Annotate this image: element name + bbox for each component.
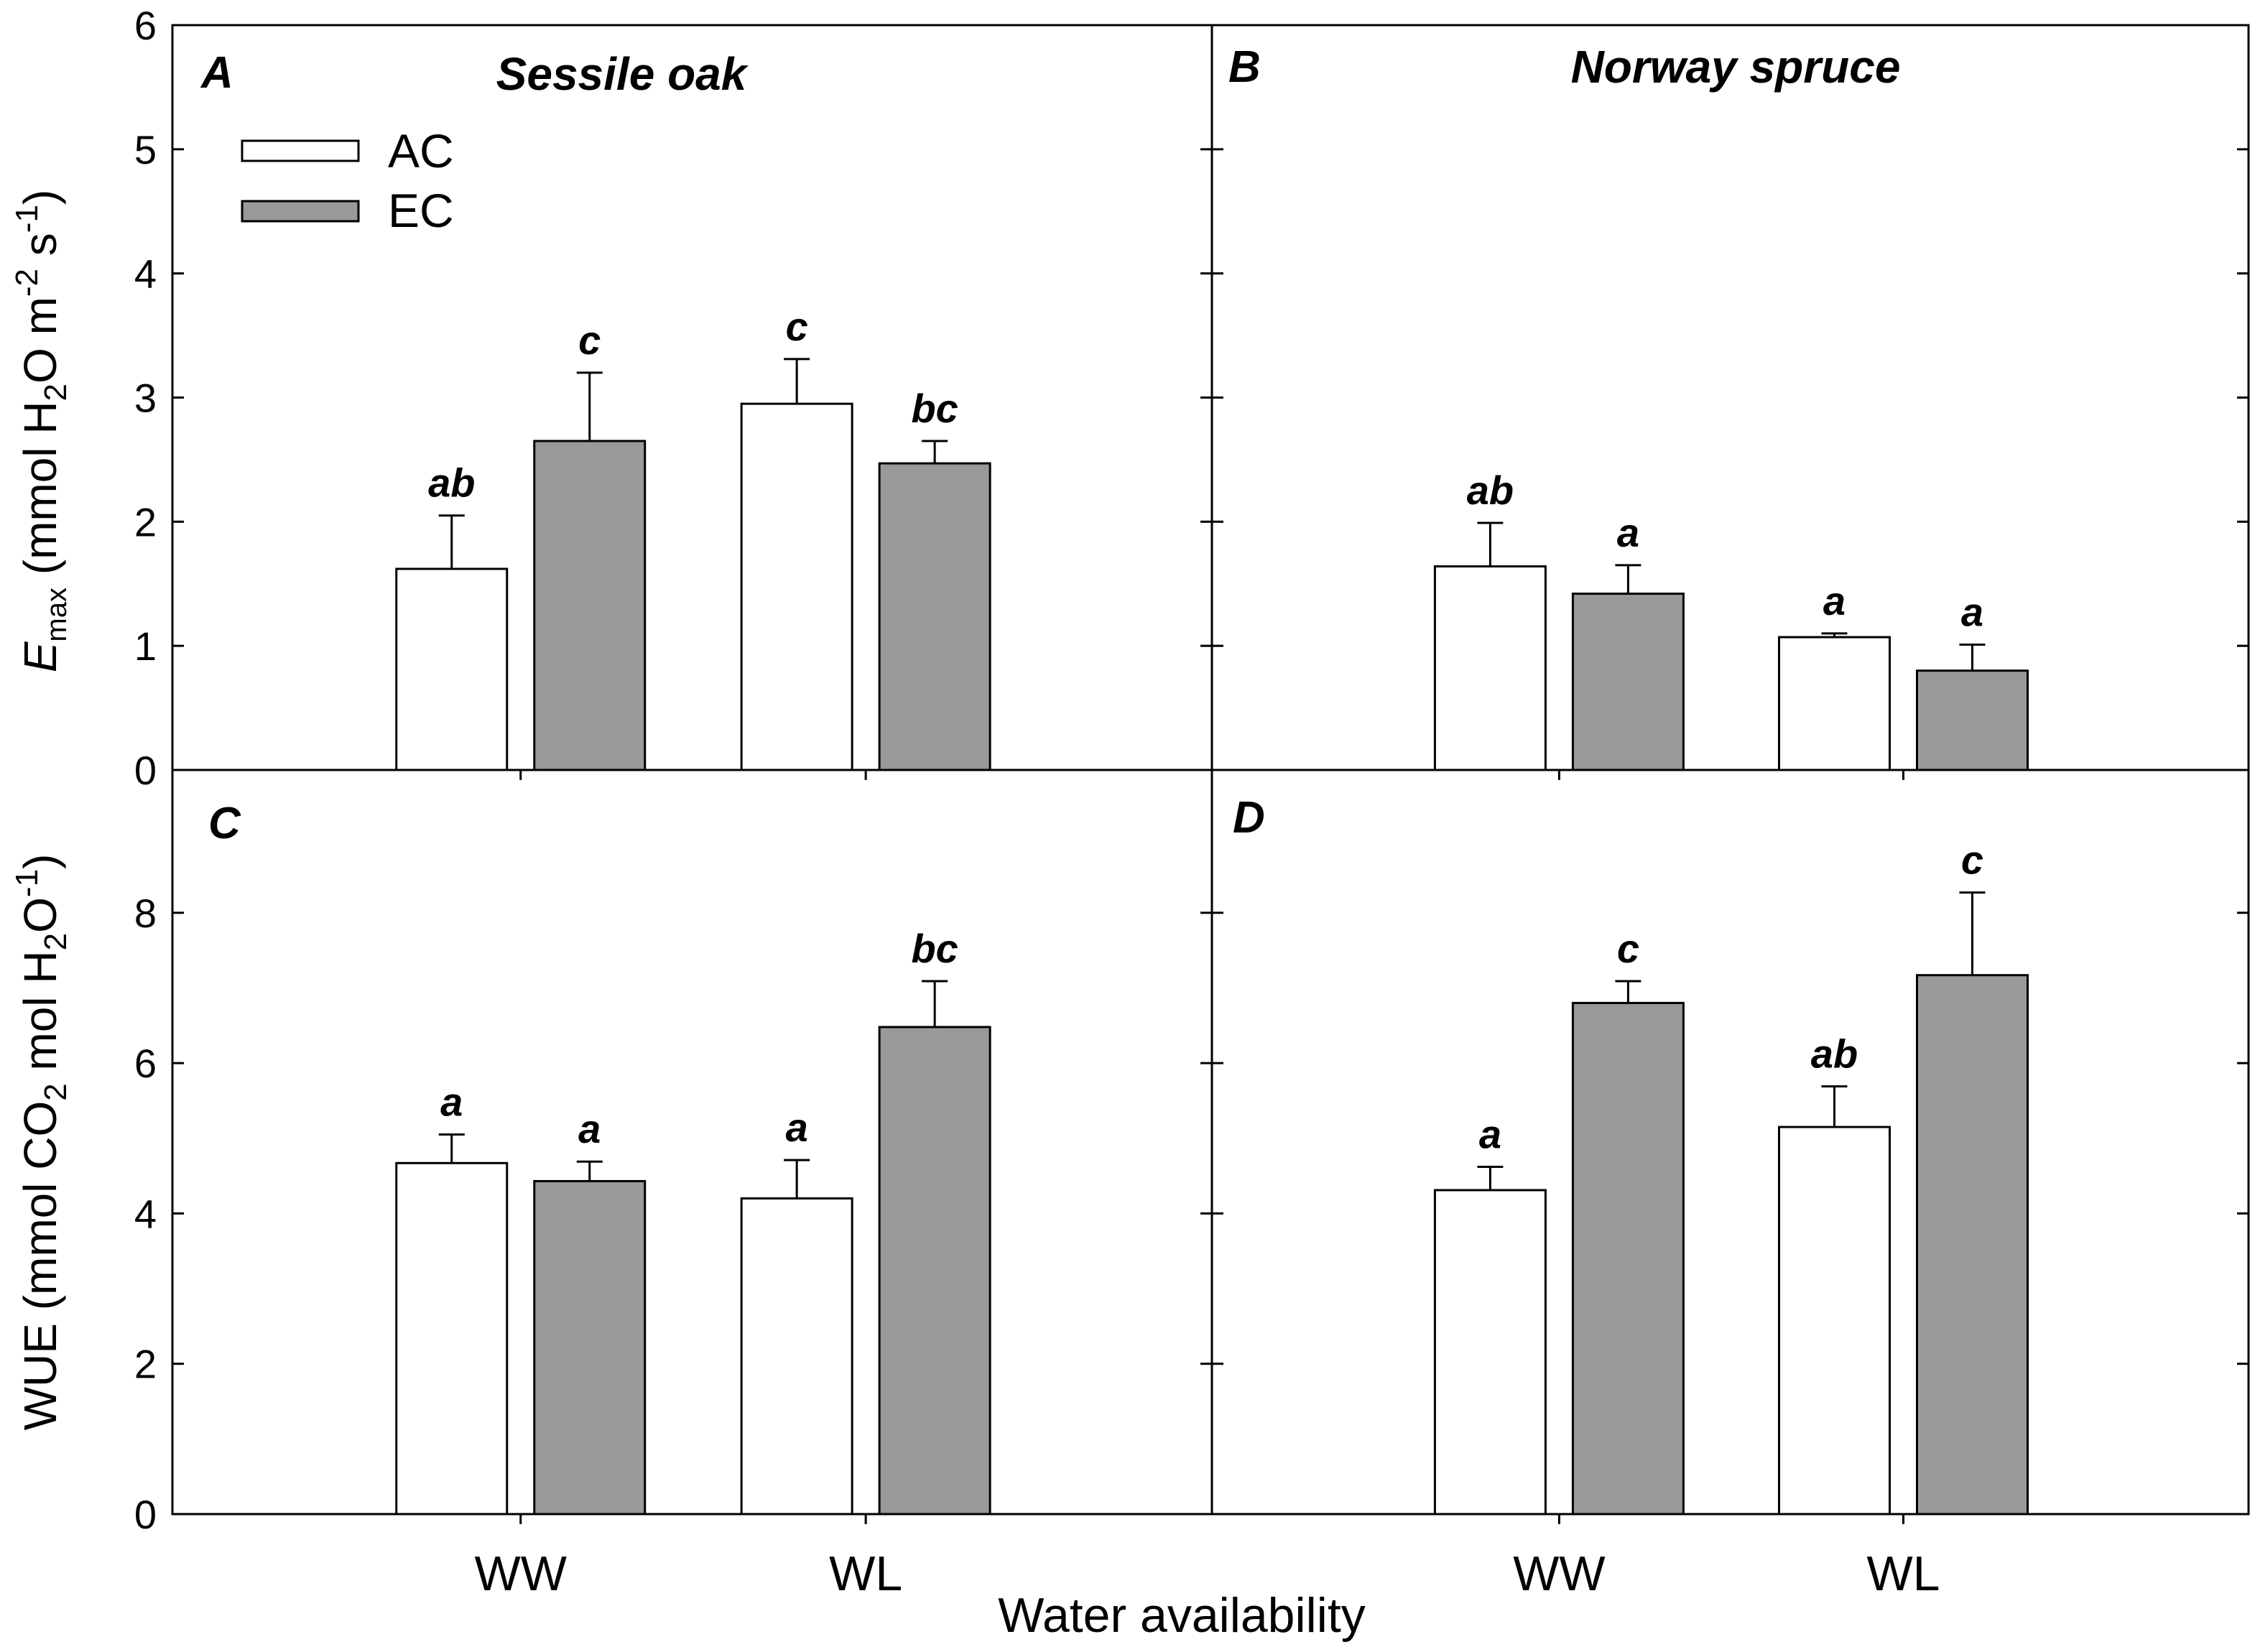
- significance-label: a: [578, 1106, 601, 1151]
- bar-ac: [395, 567, 509, 771]
- significance-label: c: [1961, 837, 1983, 883]
- bar-ec: [878, 1026, 991, 1516]
- xlabel: Water availability: [998, 1588, 1365, 1643]
- ylabel-top: Emax (mmol H2O m-2 s-1): [9, 190, 73, 673]
- significance-label: a: [1617, 510, 1639, 555]
- bar-ac: [1433, 565, 1547, 771]
- panel-b: B Norway spruce ab a a a: [1210, 24, 2250, 780]
- significance-label: a: [1961, 589, 1983, 634]
- significance-label: ab: [1811, 1031, 1858, 1077]
- y-tick-label: 5: [134, 127, 157, 172]
- x-tick-label: WL: [1866, 1546, 1940, 1601]
- y-tick-label: 2: [134, 499, 157, 544]
- legend-swatch-ac: [241, 139, 360, 162]
- bar-ac: [1777, 1126, 1891, 1516]
- panel-letter: A: [200, 48, 233, 98]
- ylabel-bottom: WUE (mmol CO2 mol H2O-1): [9, 854, 73, 1431]
- y-tick-label: 3: [134, 376, 157, 421]
- panel-frame: [171, 24, 1213, 771]
- significance-label: bc: [911, 386, 958, 431]
- legend-label-ac: AC: [388, 124, 454, 177]
- panel-title: Sessile oak: [496, 48, 749, 100]
- legend-swatch-ec: [241, 200, 360, 223]
- y-tick-label: 1: [134, 623, 157, 669]
- panel-frame: [1210, 24, 2250, 771]
- y-tick-label: 8: [134, 891, 157, 936]
- y-tick-label: 0: [134, 748, 157, 793]
- y-tick-label: 6: [134, 3, 157, 48]
- significance-label: a: [786, 1105, 808, 1150]
- y-tick-label: 2: [134, 1342, 157, 1387]
- significance-label: ab: [1467, 468, 1514, 513]
- bar-ac: [740, 1197, 853, 1516]
- panel-letter: D: [1233, 793, 1265, 843]
- panel-frame: [1210, 769, 2250, 1516]
- significance-label: c: [786, 304, 808, 349]
- bar-ac: [740, 402, 853, 771]
- bar-ec: [533, 1179, 647, 1516]
- panel-d: D WW a c WL ab c: [1210, 769, 2250, 1601]
- significance-label: bc: [911, 926, 958, 971]
- bar-ec: [1915, 669, 2029, 771]
- y-tick-label: 4: [134, 251, 157, 297]
- significance-label: c: [578, 317, 601, 363]
- x-tick-label: WW: [475, 1546, 567, 1601]
- bar-ec: [878, 462, 991, 771]
- x-tick-label: WL: [829, 1546, 902, 1601]
- significance-label: a: [440, 1080, 463, 1125]
- y-tick-label: 6: [134, 1041, 157, 1086]
- bar-ac: [395, 1161, 509, 1516]
- panel-title: Norway spruce: [1571, 41, 1901, 93]
- y-tick-label: 0: [134, 1492, 157, 1537]
- bar-ac: [1777, 636, 1891, 771]
- significance-label: a: [1479, 1112, 1501, 1157]
- panel-a: 0 1 2 3 4 5 6A Sessile oak ab c c bc: [134, 3, 1213, 793]
- legend-label-ec: EC: [388, 184, 454, 237]
- x-tick-label: WW: [1513, 1546, 1605, 1601]
- bar-ec: [1915, 974, 2029, 1516]
- panel-letter: B: [1228, 42, 1261, 92]
- significance-label: ab: [428, 460, 475, 506]
- bar-ec: [533, 440, 647, 771]
- legend: AC EC: [241, 124, 454, 237]
- bar-ec: [1571, 1001, 1685, 1516]
- significance-label: c: [1617, 926, 1639, 971]
- bar-ac: [1433, 1189, 1547, 1516]
- panel-c: 0 2 4 6 8 C WW a a WL a bc: [134, 769, 1213, 1601]
- y-tick-label: 4: [134, 1191, 157, 1236]
- panel-letter: C: [208, 799, 241, 848]
- panel-frame: [171, 769, 1213, 1516]
- significance-label: a: [1823, 578, 1846, 623]
- bar-ec: [1571, 593, 1685, 771]
